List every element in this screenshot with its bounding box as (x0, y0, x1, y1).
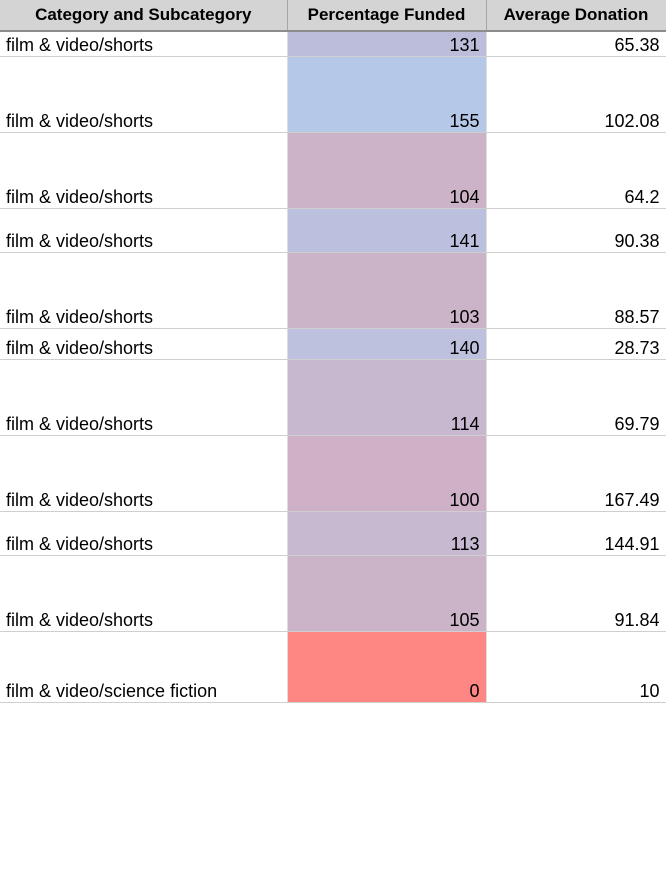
table-row: film & video/shorts 104 64.2 (0, 132, 666, 209)
average-donation-cell[interactable]: 144.91 (486, 511, 666, 556)
percentage-funded-cell[interactable]: 140 (287, 328, 487, 360)
table-row: film & video/shorts 100 167.49 (0, 435, 666, 512)
category-cell[interactable]: film & video/shorts (0, 56, 288, 133)
table-row: film & video/shorts 131 65.38 (0, 31, 666, 57)
table-row: film & video/shorts 155 102.08 (0, 56, 666, 133)
category-cell[interactable]: film & video/shorts (0, 359, 288, 436)
average-donation-cell[interactable]: 65.38 (486, 31, 666, 57)
average-donation-cell[interactable]: 10 (486, 631, 666, 703)
average-donation-cell[interactable]: 69.79 (486, 359, 666, 436)
percentage-funded-cell[interactable]: 113 (287, 511, 487, 556)
average-donation-cell[interactable]: 28.73 (486, 328, 666, 360)
average-donation-cell[interactable]: 88.57 (486, 252, 666, 329)
category-cell[interactable]: film & video/shorts (0, 328, 288, 360)
percentage-funded-cell[interactable]: 105 (287, 555, 487, 632)
table-row: film & video/shorts 140 28.73 (0, 328, 666, 360)
percentage-funded-cell[interactable]: 114 (287, 359, 487, 436)
table-row: film & video/shorts 113 144.91 (0, 511, 666, 556)
percentage-funded-cell[interactable]: 100 (287, 435, 487, 512)
category-cell[interactable]: film & video/shorts (0, 208, 288, 253)
table-row: film & video/shorts 141 90.38 (0, 208, 666, 253)
category-cell[interactable]: film & video/science fiction (0, 631, 288, 703)
table-row: film & video/shorts 103 88.57 (0, 252, 666, 329)
table-row: film & video/shorts 114 69.79 (0, 359, 666, 436)
table-row: film & video/shorts 105 91.84 (0, 555, 666, 632)
data-table: Category and Subcategory Percentage Fund… (0, 0, 666, 703)
category-cell[interactable]: film & video/shorts (0, 435, 288, 512)
average-donation-cell[interactable]: 91.84 (486, 555, 666, 632)
table-body: film & video/shorts 131 65.38 film & video/… (0, 31, 666, 703)
header-row: Category and Subcategory Percentage Fund… (0, 0, 666, 32)
category-cell[interactable]: film & video/shorts (0, 252, 288, 329)
average-donation-cell[interactable]: 102.08 (486, 56, 666, 133)
average-donation-cell[interactable]: 90.38 (486, 208, 666, 253)
average-donation-cell[interactable]: 64.2 (486, 132, 666, 209)
header-percentage-funded[interactable]: Percentage Funded (287, 0, 487, 32)
percentage-funded-cell[interactable]: 155 (287, 56, 487, 133)
table-row: film & video/science fiction 0 10 (0, 631, 666, 703)
category-cell[interactable]: film & video/shorts (0, 31, 288, 57)
percentage-funded-cell[interactable]: 131 (287, 31, 487, 57)
percentage-funded-cell[interactable]: 141 (287, 208, 487, 253)
category-cell[interactable]: film & video/shorts (0, 132, 288, 209)
percentage-funded-cell[interactable]: 104 (287, 132, 487, 209)
category-cell[interactable]: film & video/shorts (0, 511, 288, 556)
percentage-funded-cell[interactable]: 0 (287, 631, 487, 703)
header-average-donation[interactable]: Average Donation (486, 0, 666, 32)
category-cell[interactable]: film & video/shorts (0, 555, 288, 632)
header-category[interactable]: Category and Subcategory (0, 0, 288, 32)
percentage-funded-cell[interactable]: 103 (287, 252, 487, 329)
average-donation-cell[interactable]: 167.49 (486, 435, 666, 512)
